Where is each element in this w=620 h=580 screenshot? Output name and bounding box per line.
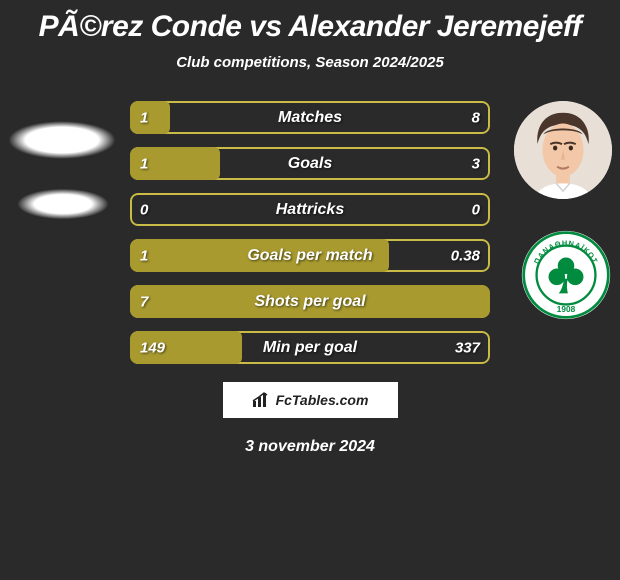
- stat-bar-fill: [130, 101, 170, 134]
- player-right-face-icon: [514, 101, 612, 199]
- fctables-logo: FcTables.com: [223, 382, 398, 418]
- subtitle: Club competitions, Season 2024/2025: [0, 54, 620, 71]
- infographic-root: PÃ©rez Conde vs Alexander Jeremejeff Clu…: [0, 0, 620, 580]
- fctables-bars-icon: [252, 392, 272, 408]
- panathinaikos-badge-icon: ΠΑΝΑΘΗΝΑΪΚΟΣ 1908: [520, 229, 612, 321]
- stat-value-right: 0.38: [451, 247, 480, 264]
- stat-bar-outline: [130, 101, 490, 134]
- stat-row: 7Shots per goal: [130, 285, 490, 318]
- player-left-avatar: [8, 121, 116, 159]
- stat-row: 18Matches: [130, 101, 490, 134]
- stat-row: 149337Min per goal: [130, 331, 490, 364]
- fctables-logo-text: FcTables.com: [276, 392, 369, 408]
- stat-value-right: 337: [455, 339, 480, 356]
- stat-bar-fill: [130, 285, 490, 318]
- player-right-club-badge: ΠΑΝΑΘΗΝΑΪΚΟΣ 1908: [520, 229, 612, 321]
- player-right-avatar: [514, 101, 612, 199]
- stat-value-left: 0: [140, 201, 148, 218]
- player-right-column: ΠΑΝΑΘΗΝΑΪΚΟΣ 1908: [500, 101, 612, 321]
- stat-value-left: 1: [140, 109, 148, 126]
- stat-value-right: 3: [472, 155, 480, 172]
- stats-bars: 18Matches13Goals00Hattricks10.38Goals pe…: [130, 101, 490, 364]
- stat-value-right: 0: [472, 201, 480, 218]
- stat-value-left: 1: [140, 247, 148, 264]
- stat-value-left: 1: [140, 155, 148, 172]
- stat-row: 13Goals: [130, 147, 490, 180]
- stat-row: 10.38Goals per match: [130, 239, 490, 272]
- stat-bar-outline: [130, 193, 490, 226]
- stat-value-right: 8: [472, 109, 480, 126]
- stat-value-left: 149: [140, 339, 165, 356]
- club-year-text: 1908: [557, 305, 576, 314]
- date-text: 3 november 2024: [0, 438, 620, 456]
- stat-bar-fill: [130, 239, 389, 272]
- player-left-club-badge: [18, 189, 108, 219]
- stat-value-left: 7: [140, 293, 148, 310]
- page-title: PÃ©rez Conde vs Alexander Jeremejeff: [0, 10, 620, 44]
- stat-row: 00Hattricks: [130, 193, 490, 226]
- player-left-column: [8, 101, 120, 219]
- main-area: 18Matches13Goals00Hattricks10.38Goals pe…: [0, 101, 620, 364]
